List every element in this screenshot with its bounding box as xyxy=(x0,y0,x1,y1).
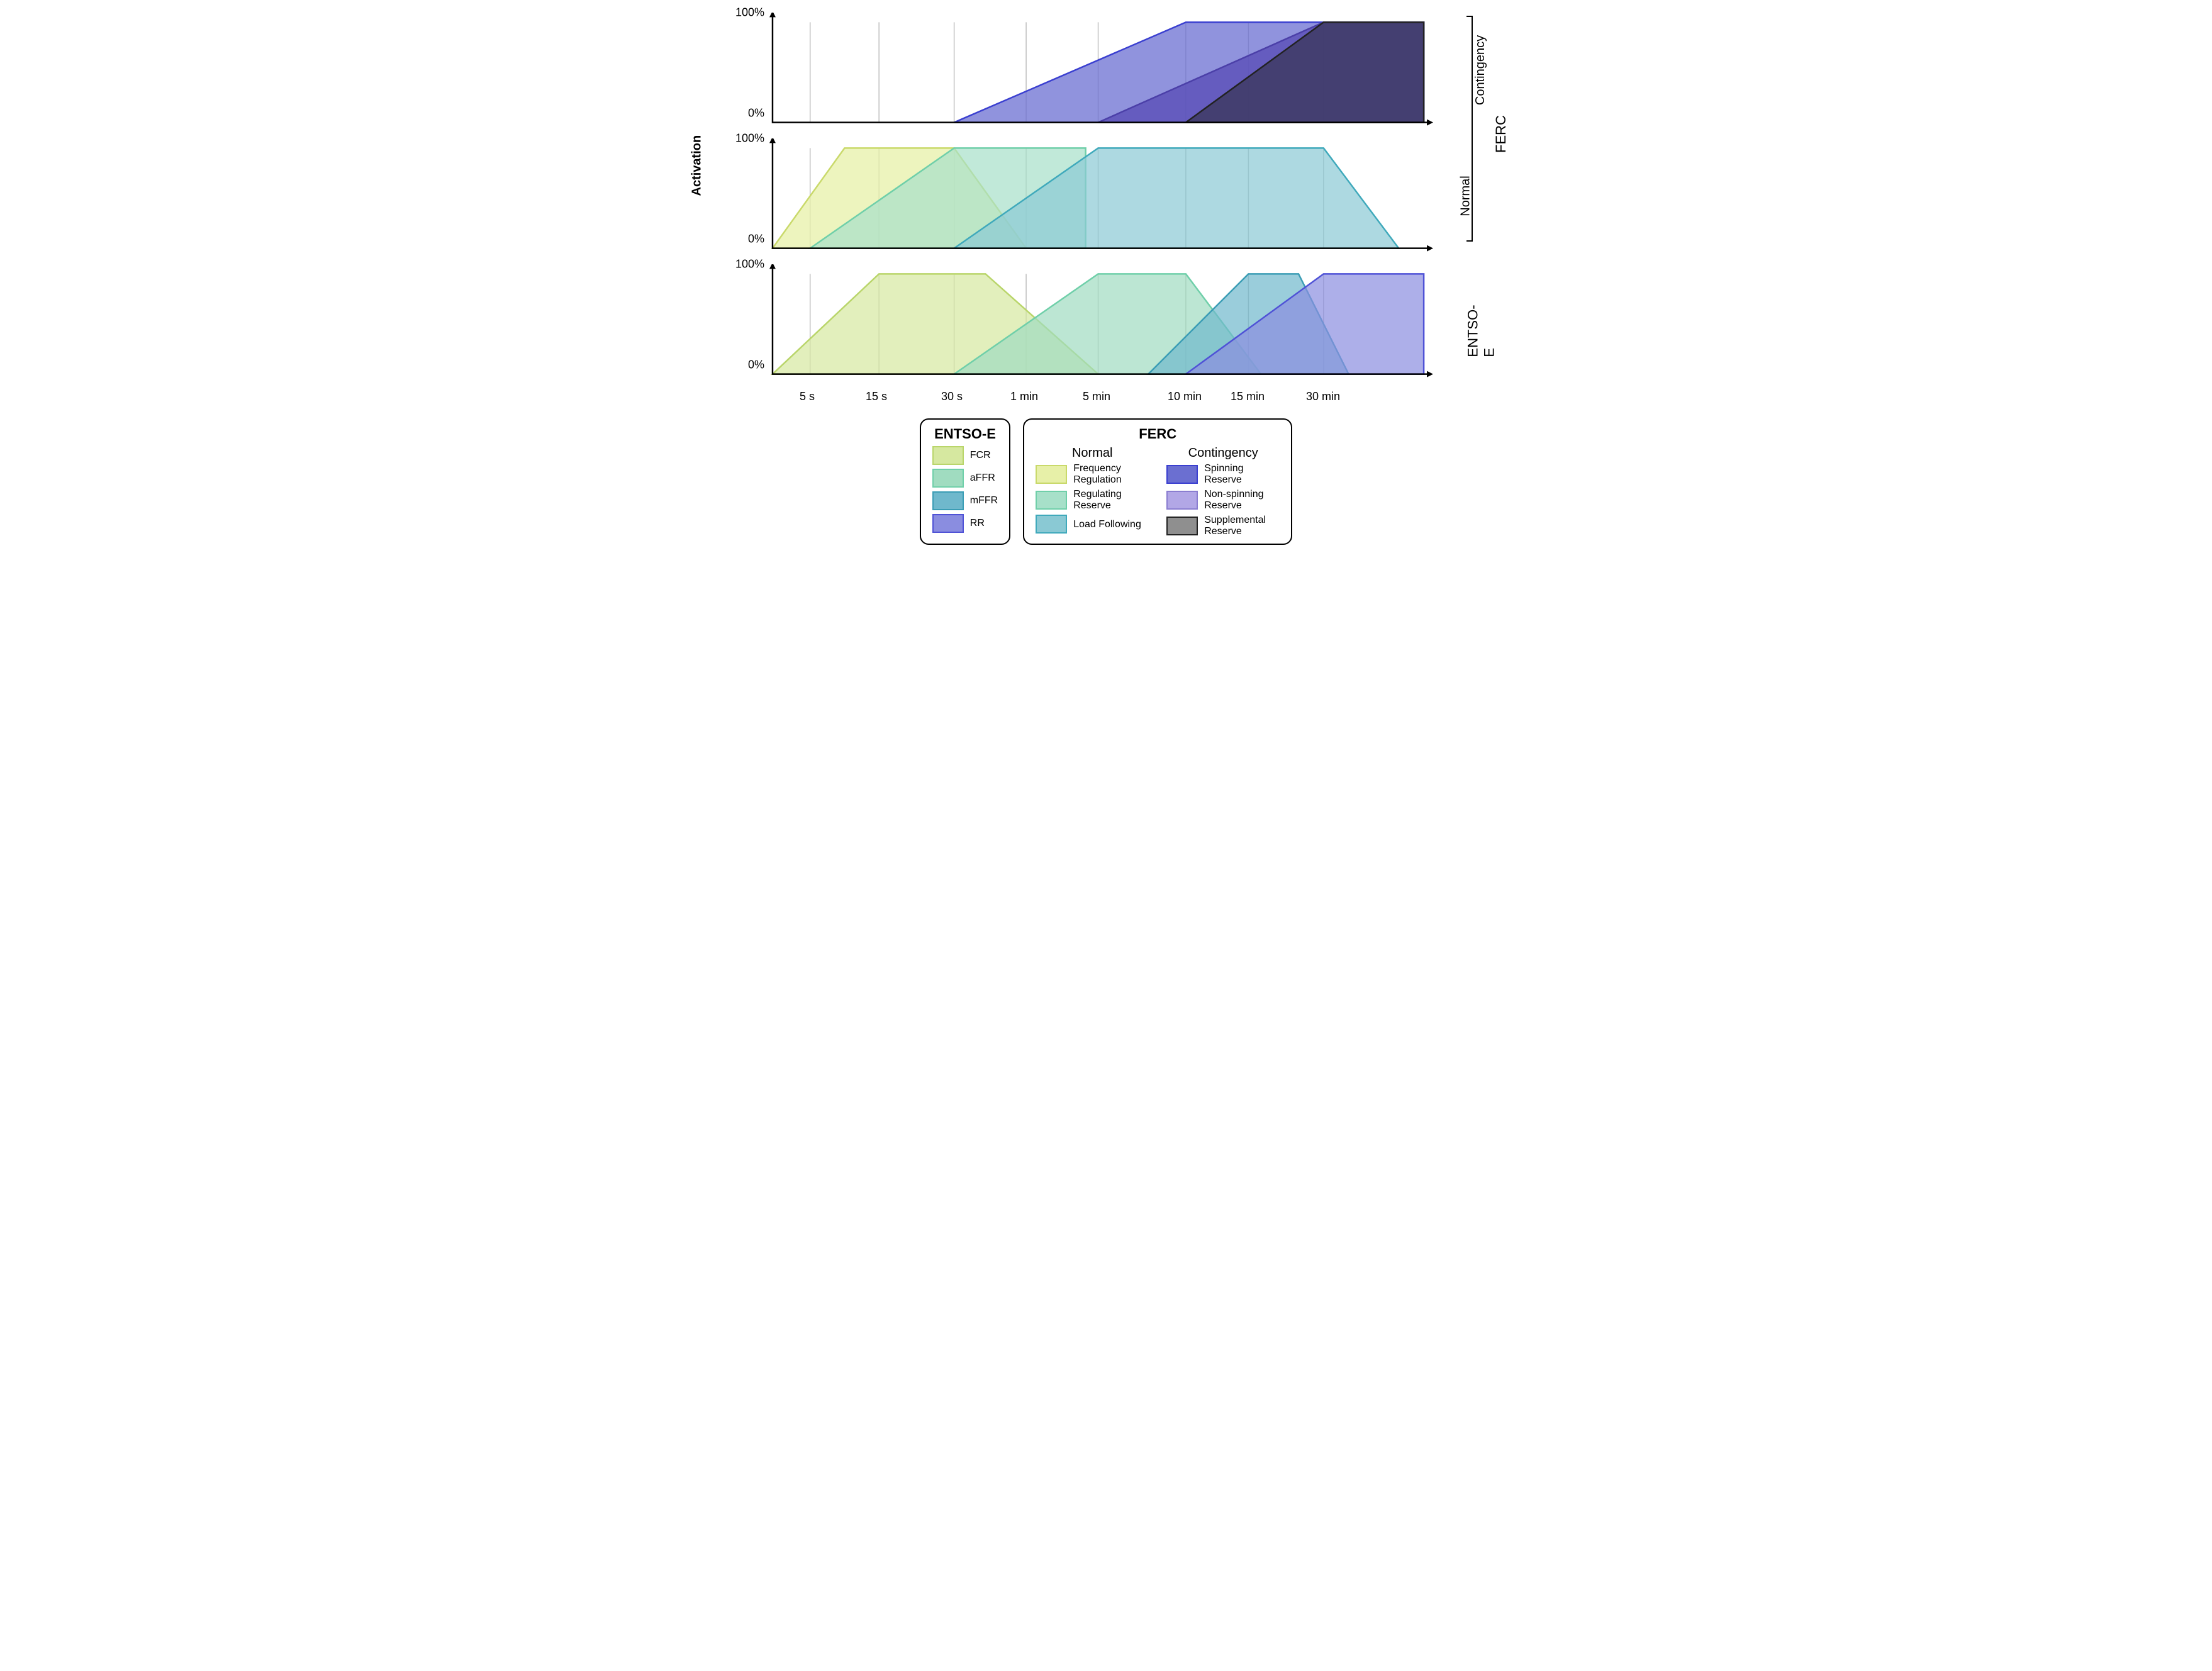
panel-svg-ferc-normal xyxy=(769,138,1436,252)
xtick-15min: 15 min xyxy=(1231,390,1265,403)
swatch xyxy=(932,514,964,533)
legend-label: Non-spinning Reserve xyxy=(1204,489,1280,511)
swatch xyxy=(1036,491,1067,510)
legend-label: FCR xyxy=(970,450,991,461)
xtick-1min: 1 min xyxy=(1010,390,1038,403)
panel-ferc-contingency: 0%100% xyxy=(769,13,1424,113)
legend-item-ferc-normal-load-following: Load Following xyxy=(1036,515,1149,534)
ytick-0: 0% xyxy=(748,359,764,372)
legend-item-entsoe-fcr: FCR xyxy=(932,446,998,465)
swatch xyxy=(932,469,964,488)
chart-container: Activation 0%100%0%100%0%100% 5 s15 s30 … xyxy=(716,13,1496,545)
y-axis-label: Activation xyxy=(690,135,705,196)
label-ferc: FERC xyxy=(1493,115,1509,153)
panel-entsoe: 0%100% xyxy=(769,264,1424,365)
legend-item-entsoe-rr: RR xyxy=(932,514,998,533)
legend-ferc-title: FERC xyxy=(1036,426,1280,442)
legend-label: Supplemental Reserve xyxy=(1204,515,1280,537)
label-entsoe: ENTSO-E xyxy=(1465,305,1498,357)
xtick-15s: 15 s xyxy=(866,390,887,403)
legend-item-entsoe-affr: aFFR xyxy=(932,469,998,488)
swatch xyxy=(1166,465,1198,484)
panel-svg-entsoe xyxy=(769,264,1436,377)
legend-item-entsoe-mffr: mFFR xyxy=(932,491,998,510)
legend-ferc-contingency-title: Contingency xyxy=(1166,446,1280,461)
swatch xyxy=(1036,465,1067,484)
legend-label: Spinning Reserve xyxy=(1204,463,1280,485)
legend-label: mFFR xyxy=(970,495,998,506)
swatch xyxy=(1166,491,1198,510)
xtick-30min: 30 min xyxy=(1306,390,1340,403)
legend-area: ENTSO-E FCR aFFR mFFR RR FERC Normal Freque… xyxy=(716,418,1496,545)
ferc-bracket xyxy=(1466,16,1473,242)
swatch xyxy=(1036,515,1067,534)
legend-label: Load Following xyxy=(1073,519,1141,530)
label-contingency: Contingency xyxy=(1473,35,1488,105)
legend-ferc: FERC Normal Frequency Regulation Regulati… xyxy=(1023,418,1292,545)
legend-label: Regulating Reserve xyxy=(1073,489,1149,511)
legend-entsoe-title: ENTSO-E xyxy=(932,426,998,442)
legend-item-ferc-cont-supplemental-reserve: Supplemental Reserve xyxy=(1166,515,1280,537)
x-axis-labels: 5 s 15 s 30 s 1 min 5 min 10 min 15 min 30 min xyxy=(769,390,1424,409)
legend-item-ferc-normal-regulating-reserve: Regulating Reserve xyxy=(1036,489,1149,511)
legend-entsoe: ENTSO-E FCR aFFR mFFR RR xyxy=(920,418,1010,545)
ytick-0: 0% xyxy=(748,107,764,120)
swatch xyxy=(1166,517,1198,535)
panel-ferc-normal: 0%100% xyxy=(769,138,1424,239)
panel-svg-ferc-contingency xyxy=(769,13,1436,126)
legend-item-ferc-cont-non-spinning-reserve: Non-spinning Reserve xyxy=(1166,489,1280,511)
legend-label: aFFR xyxy=(970,472,995,484)
legend-label: RR xyxy=(970,518,985,529)
xtick-30s: 30 s xyxy=(941,390,963,403)
legend-label: Frequency Regulation xyxy=(1073,463,1149,485)
xtick-10min: 10 min xyxy=(1168,390,1202,403)
ytick-100: 100% xyxy=(735,132,764,145)
ytick-100: 100% xyxy=(735,258,764,271)
legend-item-ferc-normal-frequency-regulation: Frequency Regulation xyxy=(1036,463,1149,485)
legend-ferc-normal-title: Normal xyxy=(1036,446,1149,461)
swatch xyxy=(932,446,964,465)
xtick-5s: 5 s xyxy=(800,390,815,403)
legend-item-ferc-cont-spinning-reserve: Spinning Reserve xyxy=(1166,463,1280,485)
swatch xyxy=(932,491,964,510)
xtick-5min: 5 min xyxy=(1083,390,1110,403)
ytick-0: 0% xyxy=(748,233,764,246)
ytick-100: 100% xyxy=(735,6,764,20)
plot-area: 0%100% 0%100% 0%100% xyxy=(769,13,1424,365)
